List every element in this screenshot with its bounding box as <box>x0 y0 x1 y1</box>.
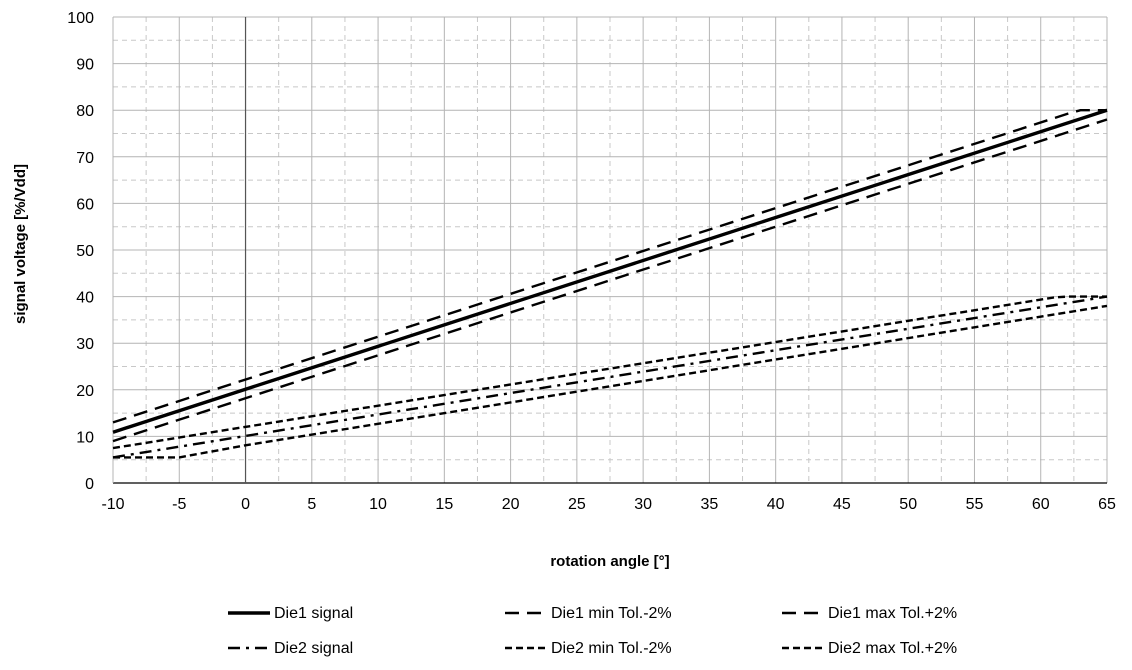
axes <box>112 17 1107 484</box>
x-tick-label: 60 <box>1032 496 1050 513</box>
x-tick-label: 5 <box>307 496 316 513</box>
legend-label: Die1 max Tol.+2% <box>828 605 957 622</box>
grid <box>112 16 1108 484</box>
y-tick-label: 80 <box>76 103 94 120</box>
legend-label: Die1 min Tol.-2% <box>551 605 672 622</box>
series-lines <box>112 108 1108 459</box>
series-line <box>112 108 1108 434</box>
legend-label: Die2 min Tol.-2% <box>551 640 672 657</box>
y-axis-title: signal voltage [%/Vdd] <box>12 164 29 324</box>
x-tick-label: 55 <box>966 496 984 513</box>
x-tick-label: 50 <box>899 496 917 513</box>
x-tick-label: -10 <box>101 496 124 513</box>
x-tick-label: 40 <box>767 496 785 513</box>
x-tick-label: -5 <box>172 496 186 513</box>
x-tick-label: 0 <box>241 496 250 513</box>
x-tick-label: 20 <box>502 496 520 513</box>
y-tick-label: 0 <box>85 476 94 493</box>
legend-label: Die2 max Tol.+2% <box>828 640 957 657</box>
y-tick-label: 10 <box>76 429 94 446</box>
x-tick-label: 15 <box>435 496 453 513</box>
y-tick-label: 50 <box>76 243 94 260</box>
x-axis-title: rotation angle [°] <box>550 553 669 570</box>
y-tick-label: 100 <box>67 10 94 27</box>
series-line <box>112 295 1108 459</box>
y-tick-label: 70 <box>76 150 94 167</box>
x-tick-label: 65 <box>1098 496 1116 513</box>
x-tick-label: 45 <box>833 496 851 513</box>
y-tick-label: 60 <box>76 196 94 213</box>
series-line <box>112 118 1108 443</box>
tick-labels: -10 -5 0 5 10 15 20 25 30 35 40 45 50 55 60 65 0 10 20 30 40… <box>67 10 1116 513</box>
legend-label: Die1 signal <box>274 605 353 622</box>
x-tick-label: 30 <box>634 496 652 513</box>
legend-label: Die2 signal <box>274 640 353 657</box>
y-tick-label: 20 <box>76 383 94 400</box>
series-line <box>112 108 1107 424</box>
x-tick-label: 10 <box>369 496 387 513</box>
x-tick-label: 25 <box>568 496 586 513</box>
y-tick-label: 90 <box>76 57 94 74</box>
y-tick-label: 40 <box>76 290 94 307</box>
series-line <box>113 304 1108 459</box>
legend: Die1 signal Die1 min Tol.-2% Die1 max Tol.… <box>228 605 957 657</box>
y-tick-label: 30 <box>76 336 94 353</box>
x-tick-label: 35 <box>701 496 719 513</box>
